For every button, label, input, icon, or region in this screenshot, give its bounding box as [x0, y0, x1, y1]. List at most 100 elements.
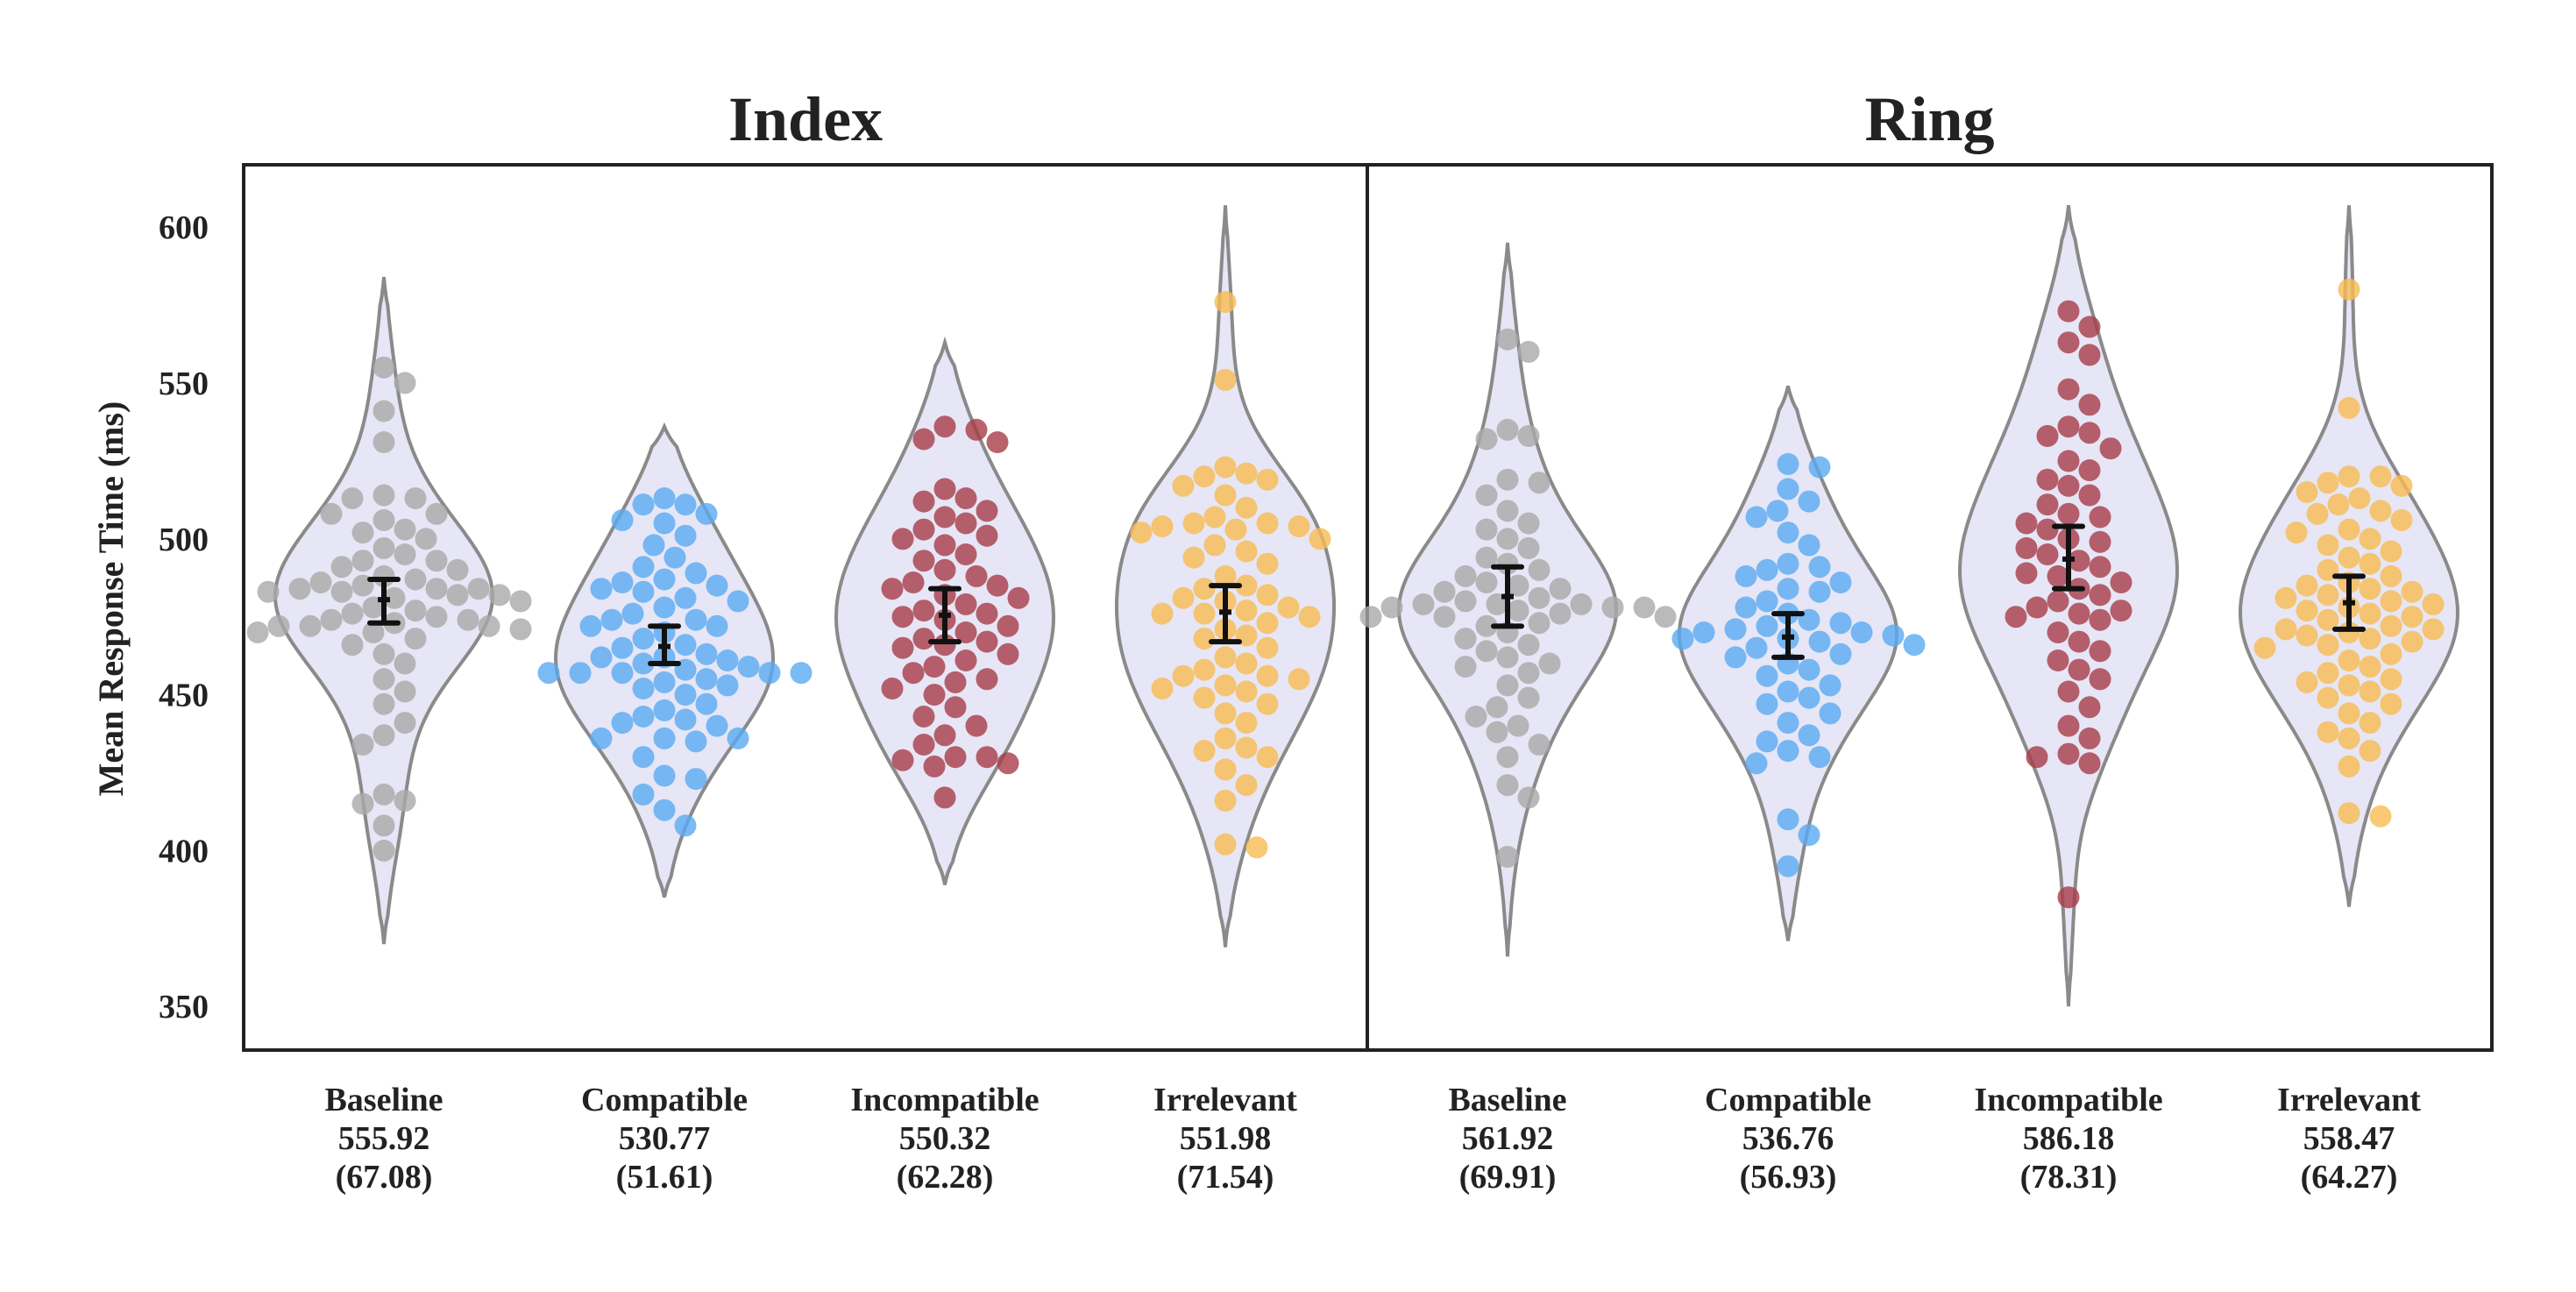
data-point — [944, 696, 967, 719]
data-point — [1496, 746, 1519, 769]
data-point — [611, 662, 634, 685]
data-point — [2078, 344, 2101, 366]
data-point — [2078, 484, 2101, 507]
data-point — [933, 786, 956, 809]
data-point — [1235, 736, 1258, 759]
data-point — [1214, 564, 1237, 587]
data-point — [2078, 696, 2101, 719]
data-point — [1756, 692, 1778, 715]
category-mean: 536.76 — [1742, 1120, 1834, 1157]
data-point — [373, 431, 395, 453]
data-point — [299, 614, 322, 637]
data-point — [1735, 596, 1757, 619]
data-point — [1172, 586, 1195, 609]
data-point — [373, 668, 395, 691]
data-point — [2359, 578, 2381, 600]
data-point — [1819, 702, 1842, 725]
data-point — [737, 656, 760, 678]
data-point — [2369, 805, 2392, 827]
data-point — [1777, 552, 1799, 575]
data-point — [1256, 468, 1279, 491]
error-bar — [367, 576, 401, 626]
data-point — [954, 650, 977, 671]
data-point — [2078, 727, 2101, 749]
data-point — [1193, 658, 1216, 681]
data-point — [373, 400, 395, 422]
data-point — [1496, 774, 1519, 797]
data-point — [1193, 578, 1216, 600]
data-point — [933, 724, 956, 747]
data-point — [1256, 512, 1279, 535]
data-point — [912, 600, 935, 622]
data-point — [653, 727, 676, 749]
data-point — [1777, 855, 1799, 877]
data-point — [727, 590, 749, 613]
data-point — [1496, 468, 1519, 491]
data-point — [467, 578, 490, 600]
data-point — [1903, 634, 1926, 657]
data-point — [394, 372, 416, 394]
data-point — [351, 792, 374, 815]
data-point — [373, 508, 395, 531]
data-point — [954, 593, 977, 615]
data-point — [902, 662, 925, 685]
data-point — [1517, 686, 1540, 709]
data-point — [2078, 394, 2101, 416]
data-point — [2099, 437, 2122, 460]
data-point — [1777, 478, 1799, 500]
data-point — [632, 580, 655, 603]
data-point — [478, 614, 500, 637]
data-point — [1528, 734, 1551, 756]
data-point — [1766, 500, 1789, 522]
data-point — [330, 580, 353, 603]
data-point — [1193, 602, 1216, 625]
data-point — [1777, 452, 1799, 475]
data-point — [2057, 415, 2080, 438]
data-point — [1130, 522, 1153, 544]
data-point — [674, 708, 697, 731]
data-point — [1850, 621, 1873, 643]
data-point — [758, 662, 781, 685]
data-point — [912, 628, 935, 650]
data-point — [1819, 674, 1842, 697]
data-point — [611, 712, 634, 735]
data-point — [706, 714, 728, 737]
data-point — [2047, 564, 2069, 587]
data-point — [1496, 646, 1519, 669]
data-point — [341, 602, 364, 625]
data-point — [685, 562, 707, 585]
data-point — [509, 618, 532, 641]
category-sd: (62.28) — [897, 1159, 994, 1196]
data-point — [1756, 558, 1778, 581]
data-point — [674, 684, 697, 706]
data-point — [394, 680, 416, 703]
data-point — [1756, 614, 1778, 637]
data-point — [1496, 528, 1519, 550]
panel-title: Ring — [1864, 84, 1994, 154]
data-point — [653, 764, 676, 787]
data-point — [1692, 621, 1715, 643]
category-sd: (51.61) — [616, 1159, 713, 1196]
data-point — [1288, 515, 1310, 537]
category-sd: (71.54) — [1177, 1159, 1274, 1196]
data-point — [1412, 593, 1435, 615]
data-point — [632, 746, 655, 769]
data-point — [642, 534, 665, 557]
data-point — [1475, 484, 1498, 507]
data-point — [320, 502, 343, 525]
error-bar — [1209, 583, 1242, 645]
data-point — [976, 524, 998, 547]
data-point — [1214, 702, 1237, 725]
data-point — [373, 356, 395, 379]
data-point — [1507, 600, 1529, 622]
data-point — [1671, 628, 1694, 650]
data-point — [404, 600, 427, 622]
data-point — [2057, 331, 2080, 354]
data-point — [1549, 602, 1572, 625]
data-point — [912, 518, 935, 541]
data-point — [1224, 518, 1247, 541]
data-point — [1235, 600, 1258, 622]
